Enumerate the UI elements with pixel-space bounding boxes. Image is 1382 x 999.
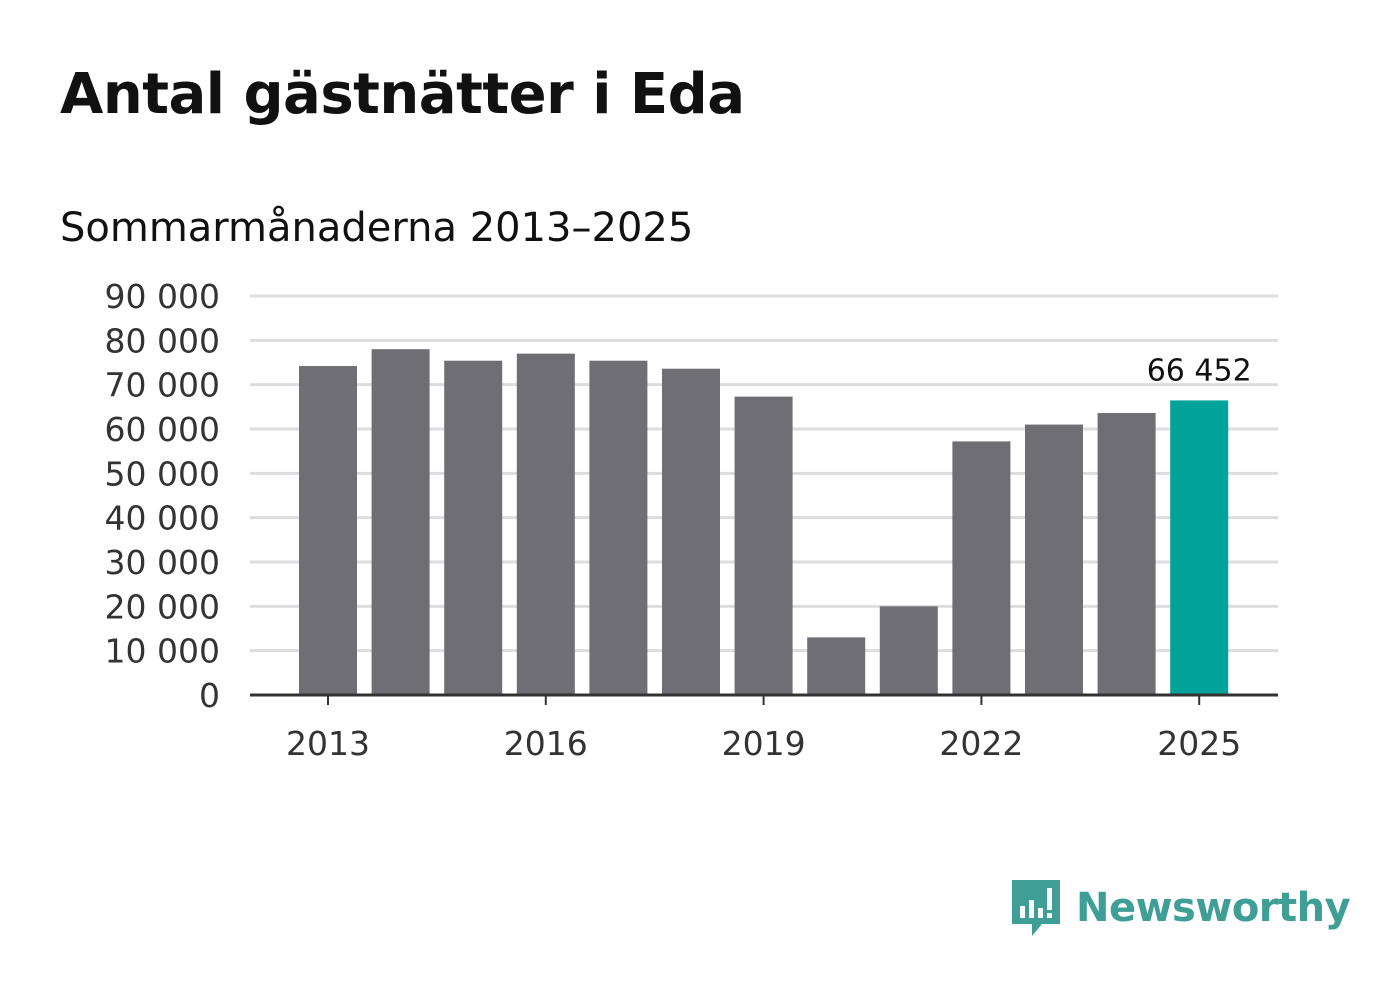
y-tick-label: 20 000 [105,587,220,626]
bar-2024 [1097,413,1156,695]
x-tick-label: 2025 [1157,724,1241,763]
brand-logo: Newsworthy [1010,878,1351,938]
bar-2020 [807,637,866,695]
brand-name: Newsworthy [1076,885,1351,931]
y-tick-label: 10 000 [105,632,220,671]
y-tick-label: 40 000 [105,499,220,538]
bar-2015 [444,360,503,695]
y-tick-label: 70 000 [105,366,220,405]
bar-2017 [589,360,648,695]
bar-2022 [952,441,1011,695]
bar-2021 [879,606,938,695]
y-tick-label: 80 000 [105,321,220,360]
y-tick-label: 30 000 [105,543,220,582]
x-tick-label: 2019 [722,724,806,763]
bar-2014 [371,349,430,695]
y-tick-label: 90 000 [105,277,220,316]
chart-subtitle: Sommarmånaderna 2013–2025 [60,205,694,251]
y-tick-label: 0 [199,676,220,715]
x-tick-label: 2022 [939,724,1023,763]
bar-2016 [516,353,575,695]
bar-2019 [734,396,793,695]
data-labels: 66 452 [1147,353,1252,388]
x-axis-tick-labels: 2013 2016 2019 2022 2025 [286,695,1241,763]
bar-2013 [299,366,357,695]
y-tick-label: 60 000 [105,410,220,449]
bars [299,349,1229,695]
x-tick-label: 2013 [286,724,370,763]
chart-title: Antal gästnätter i Eda [60,62,745,127]
bar-2025 [1170,400,1229,695]
bar-2018 [662,368,720,695]
y-axis-tick-labels: 0 10 000 20 000 30 000 40 000 50 000 60 000 70 … [105,277,220,715]
data-label: 66 452 [1147,353,1252,388]
bar-2023 [1025,424,1083,695]
newsworthy-logo-icon [1012,880,1060,936]
y-tick-label: 50 000 [105,454,220,493]
x-tick-label: 2016 [504,724,588,763]
